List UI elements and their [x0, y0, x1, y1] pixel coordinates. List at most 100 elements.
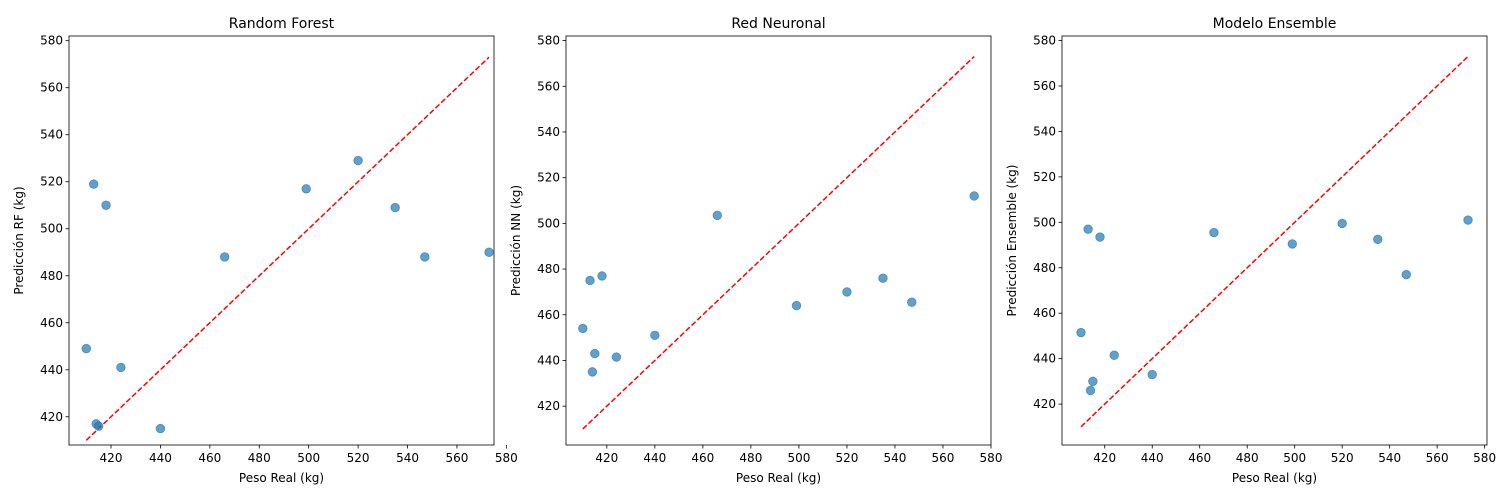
- y-tick-label: 580: [40, 34, 63, 48]
- scatter-point: [219, 252, 230, 262]
- y-tick-label: 420: [40, 410, 63, 424]
- scatter-point: [1401, 269, 1411, 280]
- scatter-point: [578, 323, 588, 334]
- y-tick-label: 520: [1033, 170, 1056, 184]
- scatter-point: [1373, 234, 1383, 245]
- x-axis-label: Peso Real (kg): [1232, 471, 1317, 485]
- scatter-point: [89, 179, 99, 189]
- x-tick-label: 440: [1141, 451, 1164, 465]
- chart-title: Red Neuronal: [731, 16, 825, 32]
- scatter-point: [1147, 369, 1157, 380]
- scatter-panel-random-forest: Random Forest Peso Real (kg) Predicción …: [12, 16, 518, 485]
- x-tick-label: 560: [1426, 451, 1449, 465]
- x-tick-label: 420: [595, 451, 618, 465]
- x-tick-label: 500: [787, 451, 810, 465]
- y-tick-label: 440: [1033, 352, 1056, 366]
- y-tick-label: 540: [1033, 124, 1056, 138]
- y-tick-label: 460: [40, 316, 63, 330]
- x-tick-label: 580: [495, 451, 518, 465]
- y-tick-label: 560: [40, 81, 63, 95]
- scatter-point: [791, 300, 802, 311]
- y-tick-label: 540: [537, 125, 560, 139]
- x-tick-label: 580: [980, 451, 1003, 465]
- y-tick-label: 480: [537, 262, 560, 276]
- y-tick-label: 420: [537, 399, 560, 413]
- scatter-point: [878, 273, 888, 283]
- scatter-point: [484, 247, 494, 257]
- y-tick-label: 440: [40, 363, 63, 377]
- x-tick-label: 540: [396, 451, 419, 465]
- x-tick-label: 560: [445, 451, 468, 465]
- scatter-point: [93, 421, 104, 431]
- y-tick-label: 560: [1033, 79, 1056, 93]
- x-tick-label: 500: [1283, 451, 1306, 465]
- scatter-point: [969, 191, 979, 201]
- x-tick-label: 520: [347, 451, 370, 465]
- y-tick-label: 520: [40, 175, 63, 189]
- y-tick-label: 500: [537, 216, 560, 230]
- x-tick-label: 480: [248, 451, 271, 465]
- plot-frame: [1061, 35, 1488, 446]
- scatter-point: [597, 271, 607, 281]
- scatter-point: [585, 275, 595, 286]
- scatter-point: [842, 287, 852, 297]
- plot-frame: [565, 35, 992, 446]
- chart-title: Random Forest: [229, 16, 335, 32]
- x-tick-label: 580: [1473, 451, 1496, 465]
- x-tick-label: 460: [1188, 451, 1211, 465]
- scatter-point: [116, 362, 126, 373]
- y-tick-label: 560: [537, 79, 560, 93]
- x-tick-label: 460: [691, 451, 714, 465]
- chart-title: Modelo Ensemble: [1213, 16, 1337, 32]
- x-tick-label: 480: [1236, 451, 1259, 465]
- scatter-point: [1463, 215, 1473, 225]
- y-tick-label: 420: [1033, 397, 1056, 411]
- scatter-point: [1083, 224, 1093, 234]
- scatter-point: [390, 202, 400, 213]
- y-tick-label: 500: [1033, 215, 1056, 229]
- scatter-point: [1209, 227, 1219, 238]
- scatter-panel-red-neuronal: Red Neuronal Peso Real (kg) Predicción N…: [509, 16, 1002, 485]
- x-tick-label: 440: [643, 451, 666, 465]
- scatter-point: [420, 252, 430, 262]
- x-tick-label: 480: [739, 451, 762, 465]
- scatter-point: [301, 184, 311, 194]
- x-tick-label: 420: [1093, 451, 1116, 465]
- y-tick-label: 480: [40, 269, 63, 283]
- scatter-point: [1085, 385, 1096, 396]
- scatter-point: [101, 200, 111, 210]
- y-axis-label: Predicción RF (kg): [12, 186, 26, 294]
- scatter-panel-modelo-ensemble: Modelo Ensemble Peso Real (kg) Predicció…: [1005, 16, 1496, 485]
- scatter-point: [1088, 376, 1098, 387]
- scatter-point: [155, 423, 166, 434]
- y-axis-label: Predicción NN (kg): [509, 185, 523, 296]
- x-axis-label: Peso Real (kg): [736, 471, 821, 485]
- y-axis-label: Predicción Ensemble (kg): [1005, 165, 1019, 317]
- scatter-point: [1337, 218, 1347, 229]
- reference-line: [85, 56, 490, 441]
- scatter-point: [712, 210, 722, 221]
- y-tick-label: 460: [1033, 306, 1056, 320]
- y-tick-label: 520: [537, 171, 560, 185]
- x-tick-label: 500: [297, 451, 320, 465]
- scatter-point: [1095, 232, 1105, 242]
- scatter-point: [353, 155, 363, 166]
- x-axis-label: Peso Real (kg): [239, 471, 324, 485]
- y-tick-label: 540: [40, 128, 63, 142]
- y-tick-label: 580: [537, 34, 560, 48]
- y-tick-label: 580: [1033, 34, 1056, 48]
- x-tick-label: 460: [198, 451, 221, 465]
- y-tick-label: 460: [537, 308, 560, 322]
- x-tick-label: 420: [100, 451, 123, 465]
- scatter-point: [587, 367, 598, 377]
- scatter-point: [81, 343, 91, 354]
- y-tick-label: 440: [537, 353, 560, 367]
- scatter-point: [1076, 327, 1086, 338]
- scatter-point: [1287, 239, 1298, 249]
- x-tick-label: 540: [884, 451, 907, 465]
- y-tick-label: 500: [40, 222, 63, 236]
- x-tick-label: 520: [1331, 451, 1354, 465]
- scatter-point: [590, 348, 600, 359]
- x-tick-label: 520: [835, 451, 858, 465]
